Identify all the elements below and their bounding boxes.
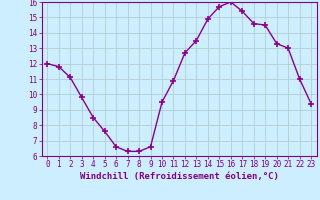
X-axis label: Windchill (Refroidissement éolien,°C): Windchill (Refroidissement éolien,°C) xyxy=(80,172,279,181)
